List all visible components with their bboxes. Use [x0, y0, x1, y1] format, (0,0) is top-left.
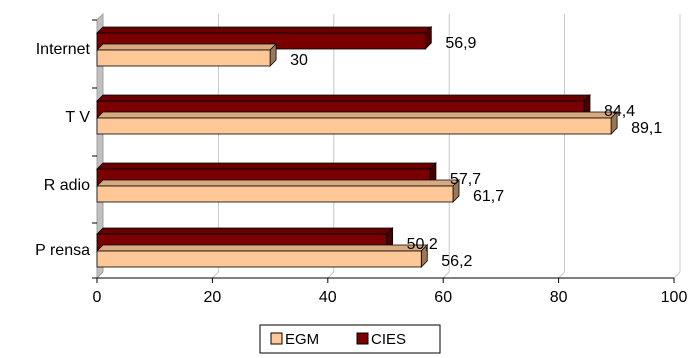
gridline-floor-4	[558, 271, 565, 279]
value-label-cies-3: 50,2	[407, 236, 438, 253]
bar-cies-3-top	[96, 227, 394, 235]
gridline-floor-3	[442, 271, 450, 279]
bar-egm-3-top	[96, 244, 429, 252]
bar-cies-2-top	[96, 162, 437, 170]
value-label-cies-1: 84,4	[604, 103, 635, 120]
value-label-cies-2: 57,7	[450, 171, 481, 188]
value-label-egm-1: 89,1	[631, 120, 662, 137]
gridline-floor-2	[327, 271, 335, 279]
x-tick-label-1: 20	[204, 289, 222, 306]
value-label-egm-2: 61,7	[473, 188, 504, 205]
bar-egm-0-front	[96, 49, 271, 67]
value-label-egm-3: 56,2	[441, 253, 472, 270]
gridline-floor-5	[673, 271, 681, 279]
legend-swatch-cies	[356, 332, 369, 345]
bar-egm-0-top	[96, 43, 278, 51]
value-label-egm-0: 30	[290, 52, 308, 69]
x-tick-label-2: 40	[319, 289, 337, 306]
labels-layer: Internet T V R adio P rensa 56,9 30 84,489,1 57…	[35, 35, 662, 270]
bar-cies-0-top	[96, 26, 433, 34]
legend-label-cies: CIES	[371, 331, 406, 348]
bar-egm-1	[96, 111, 619, 135]
bar-egm-2-top	[96, 179, 460, 187]
bar-egm-3-front	[96, 250, 422, 268]
x-tick-label-3: 60	[434, 289, 452, 306]
legend-swatch-egm	[270, 332, 283, 345]
category-label-3: P rensa	[35, 242, 90, 259]
gridline-floor-1	[212, 271, 219, 279]
category-label-1: T V	[65, 109, 90, 126]
category-label-0: Internet	[36, 41, 91, 58]
bars-layer	[96, 26, 619, 268]
bar-egm-1-front	[96, 117, 612, 135]
legend: EGM CIES	[259, 324, 441, 354]
category-label-2: R adio	[44, 177, 90, 194]
bar-egm-2-front	[96, 185, 454, 203]
value-label-cies-0: 56,9	[445, 35, 476, 52]
bar-cies-1-top	[96, 94, 591, 102]
bar-egm-2	[96, 179, 460, 203]
x-tick-label-5: 100	[661, 289, 688, 306]
legend-frame	[259, 324, 441, 354]
legend-label-egm: EGM	[285, 331, 319, 348]
x-tick-label-0: 0	[93, 289, 102, 306]
x-tick-label-4: 80	[550, 289, 568, 306]
bar-egm-1-top	[96, 111, 619, 119]
bar-egm-0	[96, 43, 278, 67]
bar-egm-3	[96, 244, 429, 268]
